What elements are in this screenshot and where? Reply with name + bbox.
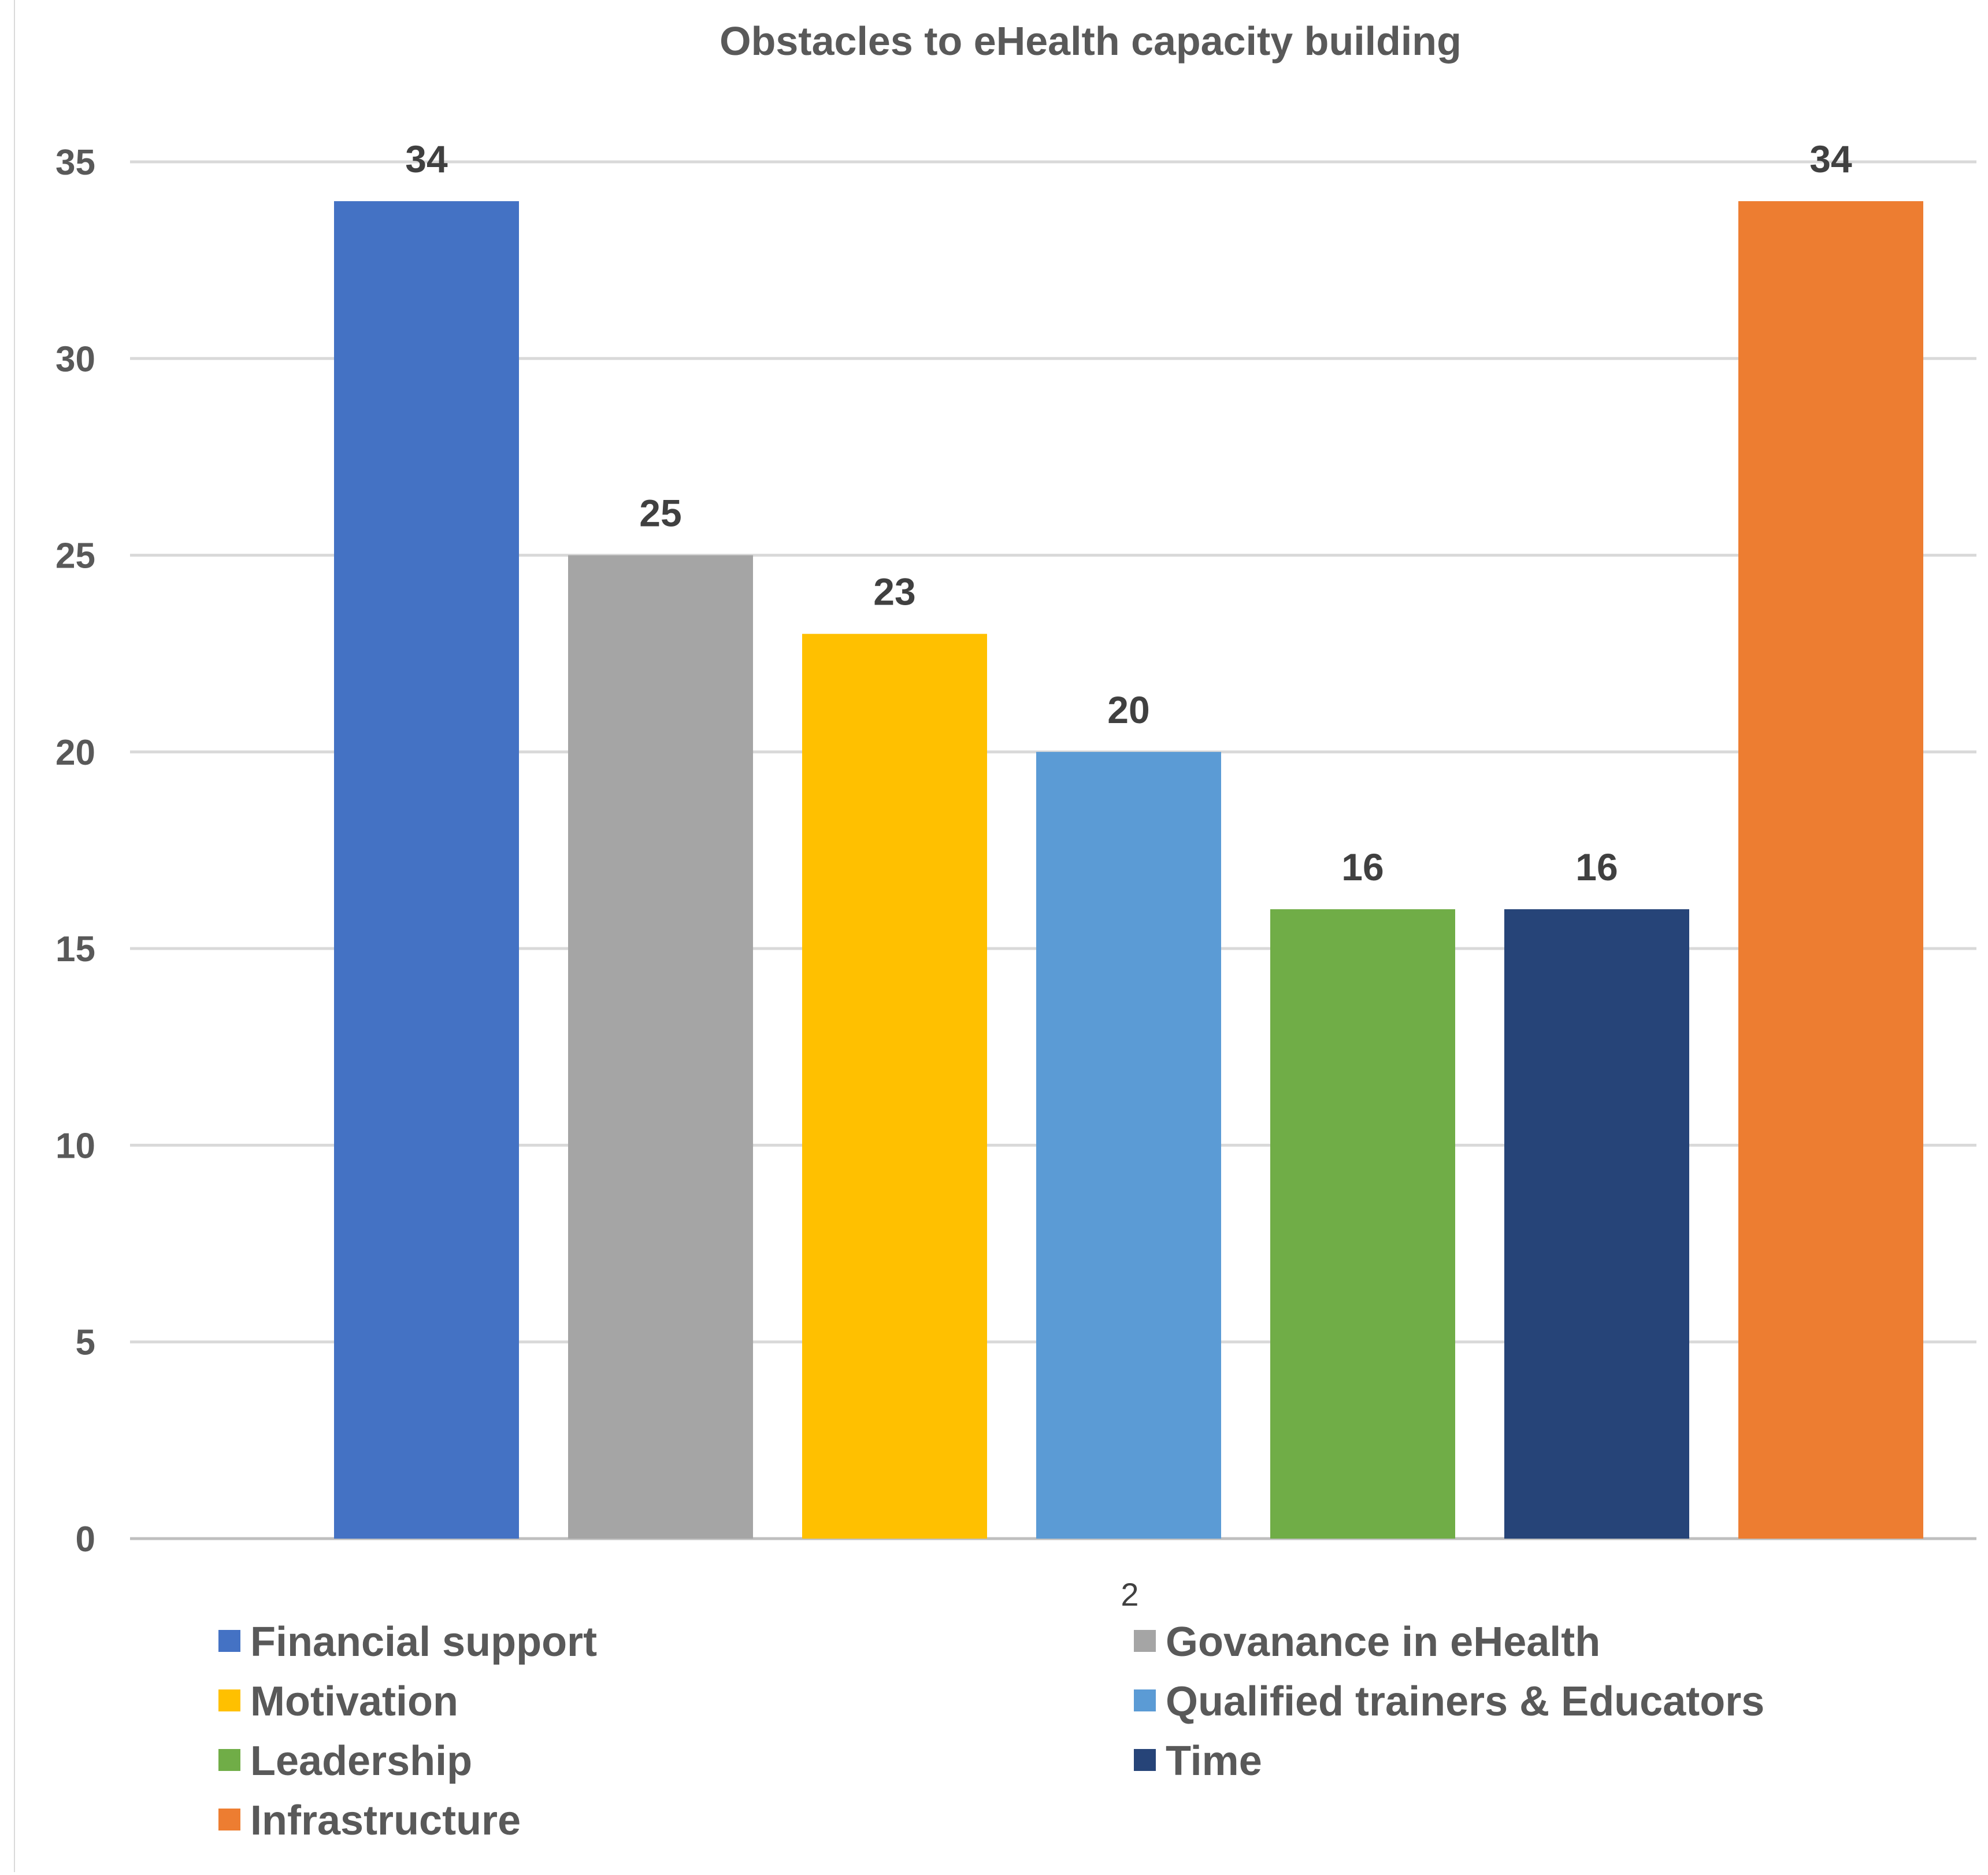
legend: Financial support Govanance in eHealth Mot…	[218, 1619, 1764, 1844]
legend-label-infrastructure: Infrastructure	[250, 1798, 521, 1844]
y-tick-label: 25	[55, 536, 95, 576]
y-axis-ticks: 0 5 10 15 20 25 30 35	[55, 143, 95, 1559]
data-label: 16	[1341, 846, 1384, 888]
bar-financial-support	[334, 201, 519, 1539]
y-tick-label: 5	[76, 1323, 95, 1363]
y-tick-label: 15	[55, 929, 95, 969]
chart-left-border	[14, 0, 15, 1872]
x-tick-label: 2	[1121, 1576, 1138, 1613]
bar-motivation	[802, 633, 987, 1539]
bar-infrastructure	[1738, 201, 1923, 1539]
bar-leadership	[1270, 909, 1455, 1539]
legend-label-motivation: Motivation	[250, 1678, 458, 1725]
data-label: 34	[1809, 138, 1852, 180]
data-label: 25	[639, 492, 681, 535]
data-label: 20	[1107, 688, 1149, 731]
legend-swatch-govanance-in-ehealth	[1134, 1630, 1156, 1652]
y-tick-label: 0	[76, 1520, 95, 1559]
data-label: 23	[873, 570, 915, 613]
legend-swatch-financial-support	[218, 1630, 240, 1652]
bar-govanance-in-ehealth	[568, 555, 753, 1539]
legend-label-time: Time	[1166, 1738, 1262, 1784]
legend-label-govanance-in-ehealth: Govanance in eHealth	[1166, 1619, 1600, 1665]
legend-swatch-qualified-trainers-educators	[1134, 1689, 1156, 1711]
legend-label-qualified-trainers-educators: Qualified trainers & Educators	[1166, 1678, 1764, 1725]
legend-swatch-time	[1134, 1749, 1156, 1771]
legend-label-leadership: Leadership	[250, 1738, 472, 1784]
chart-title: Obstacles to eHealth capacity building	[719, 18, 1462, 64]
legend-swatch-motivation	[218, 1689, 240, 1711]
bar-qualified-trainers-educators	[1036, 751, 1221, 1539]
data-label: 16	[1575, 846, 1618, 888]
y-tick-label: 30	[55, 339, 95, 379]
bars	[334, 201, 1923, 1539]
y-tick-label: 20	[55, 733, 95, 773]
bar-time	[1504, 909, 1689, 1539]
legend-swatch-leadership	[218, 1749, 240, 1771]
y-tick-label: 10	[55, 1126, 95, 1166]
y-tick-label: 35	[55, 143, 95, 183]
legend-swatch-infrastructure	[218, 1809, 240, 1830]
data-label: 34	[405, 138, 448, 180]
x-axis-ticks: 2	[1121, 1576, 1138, 1613]
data-labels: 34 25 23 20 16 16 34	[405, 138, 1852, 888]
legend-label-financial-support: Financial support	[250, 1619, 597, 1665]
